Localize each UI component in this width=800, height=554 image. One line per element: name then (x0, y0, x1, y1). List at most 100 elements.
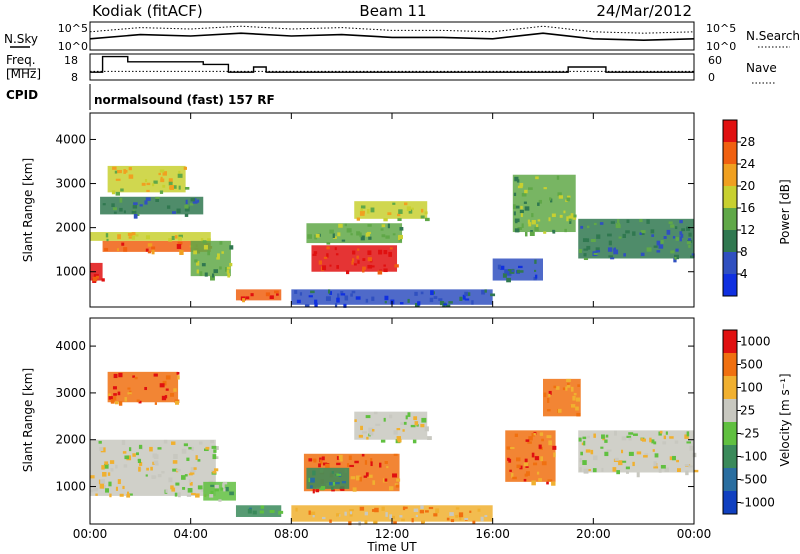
velocity-cbar-tick-5: -100 (740, 450, 767, 464)
velocity-ytick-label-3: 4000 (55, 339, 86, 353)
x-tick-label-4: 16:00 (475, 527, 510, 541)
power-region-5-cells (193, 241, 234, 281)
power-region-4-cells (102, 196, 200, 219)
velocity-region-7-cells (506, 431, 557, 486)
velocity-cbar-tick-6: -500 (740, 473, 767, 487)
power-colorbar-label: Power [dB] (778, 179, 792, 244)
power-region-9 (354, 201, 428, 219)
velocity-region-10 (291, 505, 493, 522)
power-region-10 (512, 174, 576, 233)
velocity-ytick-label-1: 2000 (55, 433, 86, 447)
power-region-0-cells (92, 274, 105, 283)
velocity-cbar-swatch-5 (723, 376, 737, 399)
station-title: Kodiak (fitACF) (92, 2, 203, 20)
velocity-y-ticks: 1000 2000 3000 4000 (55, 339, 694, 494)
power-region-12-cells (497, 259, 538, 283)
velocity-region-2 (203, 481, 236, 501)
velocity-cbar-swatch-0 (723, 491, 737, 514)
velocity-region-5-cells (308, 470, 346, 491)
velocity-region-10-cells (295, 505, 488, 526)
nsky-tick-bottom: 10^0 (58, 40, 88, 53)
beam-title: Beam 11 (359, 2, 426, 20)
velocity-cbar-swatch-6 (723, 353, 737, 376)
velocity-region-0-cells (108, 371, 180, 406)
nsky-panel-frame (89, 21, 695, 51)
velocity-ytick-label-0: 1000 (55, 480, 86, 494)
power-cbar-swatch-6 (723, 142, 737, 164)
x-axis-ticks: 00:00 04:00 08:00 12:00 16:00 20:00 00:00 (73, 113, 711, 541)
power-ytick-label-1: 2000 (55, 221, 86, 235)
nsky-line (89, 32, 695, 42)
velocity-ylabel: Slant Range [km] (21, 368, 35, 472)
x-tick-label-2: 08:00 (274, 527, 309, 541)
power-region-8 (306, 223, 403, 244)
velocity-colorbar-label: Velocity [m s⁻¹] (778, 373, 792, 466)
cpid-label: CPID (6, 88, 38, 102)
velocity-cbar-swatch-4 (723, 399, 737, 422)
nsearch-label: N.Search (746, 29, 800, 43)
power-ytick-label-0: 1000 (55, 265, 86, 279)
velocity-region-3 (235, 505, 282, 517)
nave-tick-bottom: 0 (708, 71, 715, 84)
nsky-tick-top: 10^5 (58, 22, 88, 35)
freq-line (90, 55, 694, 73)
x-tick-label-0: 00:00 (73, 527, 108, 541)
power-cbar-tick-6: 28 (740, 135, 755, 149)
power-cbar-tick-4: 20 (740, 179, 755, 193)
power-cbar-tick-1: 8 (740, 245, 748, 259)
nave-label: Nave (746, 61, 777, 75)
power-cbar-tick-0: 4 (740, 267, 748, 281)
power-region-6 (235, 289, 282, 301)
power-region-1 (102, 240, 211, 252)
freq-panel-frame (89, 53, 695, 81)
power-ytick-label-2: 3000 (55, 177, 86, 191)
velocity-region-1-cells (90, 439, 219, 498)
nsearch-tick-top: 10^5 (706, 22, 736, 35)
date-title: 24/Mar/2012 (596, 2, 692, 20)
velocity-region-6-cells (354, 411, 432, 444)
power-cbar-tick-2: 12 (740, 223, 755, 237)
power-cbar-swatch-3 (723, 208, 737, 230)
freq-tick-top: 18 (64, 54, 78, 67)
power-ylabel: Slant Range [km] (21, 158, 35, 262)
velocity-region-2-cells (209, 482, 234, 502)
power-region-2 (90, 232, 211, 241)
power-region-8-cells (307, 223, 404, 245)
velocity-cbar-swatch-2 (723, 445, 737, 468)
velocity-cbar-tick-7: -1000 (740, 496, 775, 510)
velocity-cbar-swatch-3 (723, 422, 737, 445)
power-y-ticks: 1000 2000 3000 4000 (55, 132, 694, 279)
velocity-region-9 (578, 430, 694, 473)
velocity-cbar-tick-1: 500 (740, 358, 763, 372)
velocity-cbar-tick-4: -25 (740, 427, 760, 441)
velocity-region-3-cells (247, 505, 284, 515)
power-cbar-swatch-1 (723, 252, 737, 274)
velocity-region-9-cells (578, 430, 699, 478)
power-cbar-tick-3: 16 (740, 201, 755, 215)
power-region-0 (90, 262, 103, 281)
velocity-cbar-tick-0: 1000 (740, 335, 771, 349)
freq-units-label: [MHz] (6, 67, 41, 81)
velocity-heatmap (90, 371, 699, 526)
power-region-13-cells (294, 289, 496, 308)
power-cbar-swatch-5 (723, 164, 737, 186)
nave-tick-top: 60 (708, 54, 722, 67)
nsky-label: N.Sky (4, 32, 38, 46)
power-region-10-cells (513, 175, 577, 237)
power-ytick-label-3: 4000 (55, 132, 86, 146)
power-region-11-cells (578, 218, 695, 263)
velocity-ytick-label-2: 3000 (55, 386, 86, 400)
nsearch-line (89, 25, 695, 34)
power-cbar-swatch-4 (723, 186, 737, 208)
cpid-text: normalsound (fast) 157 RF (94, 93, 275, 107)
velocity-cbar-tick-2: 100 (740, 381, 763, 395)
power-cbar-tick-5: 24 (740, 157, 755, 171)
power-region-9-cells (356, 202, 430, 222)
power-region-6-cells (240, 290, 279, 303)
velocity-cbar-swatch-1 (723, 468, 737, 491)
freq-lines (90, 55, 694, 73)
x-tick-label-3: 12:00 (375, 527, 410, 541)
freq-tick-bottom: 8 (71, 71, 78, 84)
velocity-region-1 (90, 439, 216, 496)
